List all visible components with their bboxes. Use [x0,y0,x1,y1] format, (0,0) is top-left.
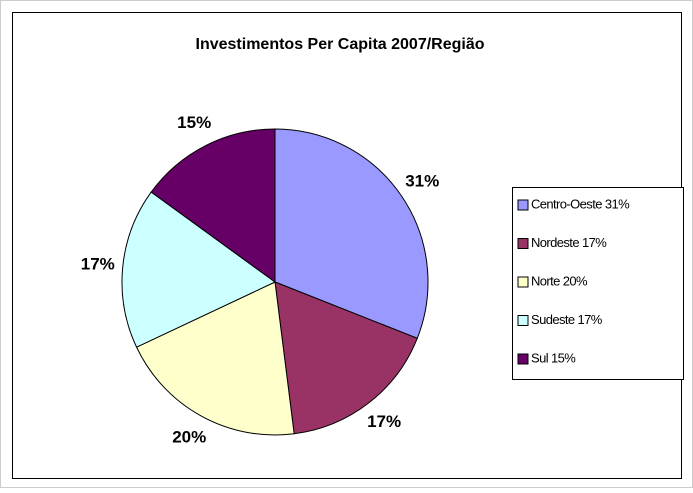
pie-slice [274,128,429,339]
data-label: 20% [172,427,206,446]
chart-title: Investimentos Per Capita 2007/Região [196,36,485,53]
legend-swatch [517,315,529,326]
pie-slice [135,281,295,436]
pie-slice [121,191,276,348]
pie-slice [274,281,418,435]
legend-label: Sudeste 17% [531,312,603,327]
legend-swatch [517,238,529,249]
pie-slice [150,128,276,283]
legend-label: Nordeste 17% [531,235,607,250]
data-label: 17% [81,255,115,274]
legend-swatch [517,276,529,288]
legend-box [512,187,684,380]
legend-label: Sul 15% [531,350,576,365]
legend-label: Norte 20% [531,273,588,288]
data-label: 31% [405,171,439,190]
data-label: 15% [177,113,211,132]
legend-swatch [517,199,529,211]
legend-swatch [517,353,529,365]
legend-label: Centro-Oeste 31% [531,196,630,211]
data-label: 17% [367,412,401,431]
